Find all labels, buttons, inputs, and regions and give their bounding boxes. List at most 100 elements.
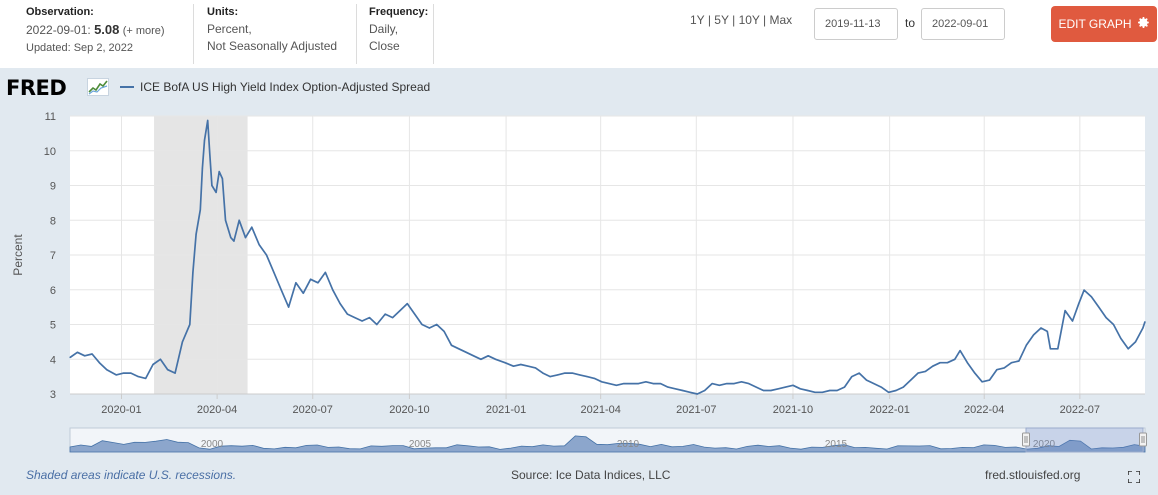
- data-point: [465, 351, 467, 353]
- data-point: [792, 384, 794, 386]
- site-link[interactable]: fred.stlouisfed.org: [985, 468, 1081, 482]
- data-point: [527, 365, 529, 367]
- data-point: [122, 372, 125, 374]
- data-point: [1112, 323, 1115, 326]
- data-point: [755, 386, 757, 388]
- frequency-line2: Close: [369, 39, 400, 53]
- range-10y-button[interactable]: 10Y: [738, 13, 760, 27]
- fullscreen-icon[interactable]: [1128, 471, 1140, 483]
- observation-value: 5.08: [94, 22, 120, 37]
- frequency-label: Frequency:: [369, 6, 429, 18]
- data-point: [1098, 306, 1100, 308]
- data-point: [280, 289, 282, 291]
- data-point: [98, 362, 101, 364]
- x-tick-label: 2021-07: [676, 404, 716, 416]
- divider: [356, 4, 357, 64]
- data-point: [295, 282, 297, 284]
- data-point: [406, 303, 408, 305]
- data-point: [520, 363, 522, 366]
- data-point: [287, 306, 290, 308]
- data-point: [542, 372, 544, 374]
- x-tick-label: 2020-01: [101, 404, 141, 416]
- data-point: [1057, 348, 1059, 350]
- data-point: [302, 292, 304, 294]
- data-point: [207, 119, 209, 122]
- y-tick-label: 10: [44, 146, 56, 158]
- data-point: [115, 374, 117, 376]
- data-point: [199, 209, 201, 211]
- data-point: [924, 370, 926, 373]
- data-point: [310, 278, 312, 280]
- data-point: [215, 191, 217, 194]
- x-tick-label: 2021-01: [486, 404, 526, 416]
- data-point: [244, 237, 247, 239]
- observation-date: 2022-09-01:: [26, 23, 91, 37]
- navigator-handle[interactable]: [1022, 432, 1030, 447]
- data-point: [1040, 327, 1042, 329]
- data-point: [145, 377, 147, 379]
- data-point: [458, 348, 460, 350]
- fred-logo-chart-icon: [87, 78, 109, 96]
- frequency-line1: Daily,: [369, 22, 399, 36]
- to-label: to: [905, 16, 916, 30]
- end-date-input[interactable]: 2022-09-01: [921, 8, 1005, 40]
- range-separator: |: [763, 13, 767, 27]
- data-point: [843, 386, 846, 388]
- fred-logo[interactable]: FRED: [6, 76, 67, 100]
- source-text: Source: Ice Data Indices, LLC: [511, 468, 671, 482]
- data-point: [1010, 362, 1013, 364]
- data-point: [192, 271, 194, 273]
- data-point: [645, 381, 647, 383]
- data-point: [1120, 337, 1122, 339]
- data-point: [324, 271, 326, 273]
- observation-more-link[interactable]: (+ more): [122, 25, 165, 37]
- data-point: [799, 388, 801, 390]
- divider: [193, 4, 194, 64]
- data-point: [251, 226, 253, 228]
- x-tick-label: 2022-07: [1060, 404, 1100, 416]
- start-date-input[interactable]: 2019-11-13: [814, 8, 898, 40]
- data-point: [608, 382, 610, 385]
- range-5y-button[interactable]: 5Y: [714, 13, 729, 27]
- y-tick-label: 8: [50, 215, 56, 227]
- edit-graph-button[interactable]: EDIT GRAPH: [1051, 6, 1157, 42]
- gear-icon: [1137, 16, 1150, 32]
- data-point: [988, 379, 991, 381]
- data-point: [630, 382, 632, 385]
- data-point: [480, 358, 482, 360]
- data-point: [346, 313, 349, 315]
- data-point: [821, 391, 823, 393]
- fred-logo-text: FRED: [6, 76, 67, 100]
- data-point: [1090, 296, 1093, 298]
- y-tick-label: 3: [50, 389, 56, 401]
- data-point: [571, 372, 573, 374]
- data-point: [593, 377, 595, 379]
- data-point: [910, 379, 912, 381]
- units-block: Units: Percent, Not Seasonally Adjusted: [207, 4, 337, 55]
- data-point: [1018, 360, 1020, 362]
- data-point: [652, 382, 654, 385]
- range-1y-button[interactable]: 1Y: [690, 13, 705, 27]
- data-point: [996, 369, 998, 371]
- data-point: [586, 376, 588, 378]
- data-point: [195, 233, 197, 235]
- divider: [433, 4, 434, 64]
- navigator-selection[interactable]: [1025, 427, 1144, 453]
- data-point: [895, 389, 897, 392]
- edit-graph-label: EDIT GRAPH: [1058, 17, 1132, 31]
- data-point: [659, 382, 662, 385]
- data-point: [667, 386, 669, 388]
- data-point: [556, 374, 559, 376]
- data-point: [494, 358, 497, 360]
- legend-swatch: [120, 86, 134, 88]
- data-point: [339, 303, 341, 305]
- data-point: [265, 254, 268, 256]
- navigator-handle[interactable]: [1139, 432, 1147, 447]
- chart-legend: ICE BofA US High Yield Index Option-Adju…: [120, 80, 430, 94]
- range-max-button[interactable]: Max: [769, 13, 793, 27]
- data-point: [91, 353, 93, 355]
- y-tick-label: 4: [50, 354, 56, 366]
- units-line1: Percent,: [207, 22, 252, 36]
- data-point: [939, 362, 941, 364]
- navigator-year-label: 2010: [617, 439, 640, 450]
